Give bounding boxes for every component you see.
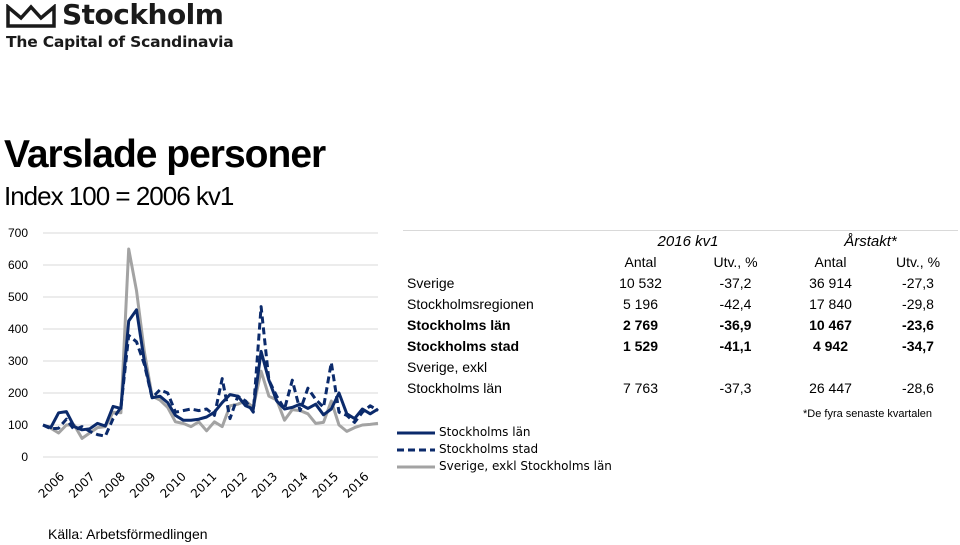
cell xyxy=(878,357,958,378)
legend-swatch-solid-gray xyxy=(397,465,435,469)
y-tick-label: 100 xyxy=(8,418,28,432)
cell: -34,7 xyxy=(902,338,934,354)
source-note: Källa: Arbetsförmedlingen xyxy=(48,526,208,542)
chart-legend: Stockholms län Stockholms stad Sverige, … xyxy=(397,425,617,476)
y-axis-ticks: 0 100 200 300 400 500 600 700 xyxy=(8,226,28,464)
row-label: Stockholms län xyxy=(407,317,511,333)
row-label: Sverige, exkl xyxy=(407,359,488,375)
cell: -27,3 xyxy=(902,275,934,291)
crown-icon xyxy=(6,4,56,28)
cell: -29,8 xyxy=(902,296,934,312)
x-tick-label: 2016 xyxy=(340,469,371,500)
x-tick-label: 2006 xyxy=(36,469,67,500)
cell: 10 467 xyxy=(809,317,852,333)
row-label: Stockholms län xyxy=(407,380,502,396)
cell: 36 914 xyxy=(809,275,852,291)
stockholm-logo: Stockholm The Capital of Scandinavia xyxy=(6,0,236,54)
x-axis-ticks: 2006200720082009201020112012201320142015… xyxy=(36,469,372,500)
x-tick-label: 2009 xyxy=(127,469,158,500)
y-tick-label: 200 xyxy=(8,386,28,400)
cell: 26 447 xyxy=(809,380,852,396)
y-tick-label: 600 xyxy=(8,258,28,272)
stats-table: 2016 kv1 Årstakt* Antal Utv., % Antal Ut… xyxy=(403,230,958,399)
series-line-2 xyxy=(42,247,379,440)
legend-item-stockholms-stad: Stockholms stad xyxy=(397,442,617,459)
table-row: Stockholms län 2 769 -36,9 10 467 -23,6 xyxy=(403,315,958,336)
column-header: Utv., % xyxy=(713,254,758,270)
cell: -41,1 xyxy=(719,338,752,354)
y-tick-label: 700 xyxy=(8,226,28,240)
period-header: 2016 kv1 xyxy=(593,230,783,252)
row-label: Stockholmsregionen xyxy=(407,296,534,312)
legend-label: Sverige, exkl Stockholms län xyxy=(439,459,612,473)
logo-wordmark: Stockholm xyxy=(62,0,224,31)
legend-label: Stockholms län xyxy=(439,425,531,439)
row-label: Stockholms stad xyxy=(407,338,520,354)
series-line-1 xyxy=(42,305,379,438)
table-row: Stockholmsregionen 5 196 -42,4 17 840 -2… xyxy=(403,294,958,315)
x-tick-label: 2013 xyxy=(249,469,280,500)
cell: -36,9 xyxy=(719,317,752,333)
x-tick-label: 2015 xyxy=(310,469,341,500)
x-tick-label: 2012 xyxy=(218,469,249,500)
legend-item-sverige-exkl: Sverige, exkl Stockholms län xyxy=(397,459,617,476)
column-header: Antal xyxy=(624,254,657,270)
x-tick-label: 2007 xyxy=(66,469,97,500)
cell: 4 942 xyxy=(812,338,849,354)
x-tick-label: 2014 xyxy=(279,469,310,500)
cell: -42,4 xyxy=(719,296,752,312)
page-subtitle: Index 100 = 2006 kv1 xyxy=(4,181,234,211)
y-tick-label: 0 xyxy=(21,450,28,464)
cell: -37,3 xyxy=(719,380,752,396)
cell: 5 196 xyxy=(622,296,659,312)
x-tick-label: 2011 xyxy=(188,469,219,500)
table-row: Stockholms stad 1 529 -41,1 4 942 -34,7 xyxy=(403,336,958,357)
cell xyxy=(783,357,878,378)
cell: 2 769 xyxy=(622,317,659,333)
row-label: Sverige xyxy=(407,275,455,291)
series-lines xyxy=(42,247,379,440)
legend-swatch-solid-dark xyxy=(397,431,435,435)
cell: 7 763 xyxy=(622,380,659,396)
table-period-row: 2016 kv1 Årstakt* xyxy=(403,230,958,252)
table-column-row: Antal Utv., % Antal Utv., % xyxy=(403,252,958,273)
cell: -23,6 xyxy=(902,317,934,333)
cell: 10 532 xyxy=(619,275,662,291)
cell: 1 529 xyxy=(622,338,659,354)
period-header: Årstakt* xyxy=(783,230,958,252)
table-footnote: *De fyra senaste kvartalen xyxy=(803,408,933,420)
cell: -28,6 xyxy=(902,380,934,396)
legend-item-stockholms-lan: Stockholms län xyxy=(397,425,617,442)
grid-lines xyxy=(43,232,378,458)
page-title: Varslade personer xyxy=(4,133,326,176)
cell xyxy=(688,357,783,378)
y-tick-label: 500 xyxy=(8,290,28,304)
legend-swatch-dashed-dark xyxy=(397,448,435,452)
x-tick-label: 2010 xyxy=(157,469,188,500)
y-tick-label: 300 xyxy=(8,354,28,368)
table-row: Sverige, exkl xyxy=(403,357,958,378)
cell xyxy=(593,357,688,378)
y-tick-label: 400 xyxy=(8,322,28,336)
column-header: Utv., % xyxy=(895,254,941,270)
column-header: Antal xyxy=(814,254,847,270)
logo-tagline: The Capital of Scandinavia xyxy=(6,33,234,51)
cell: -37,2 xyxy=(719,275,752,291)
table-row: Stockholms län 7 763 -37,3 26 447 -28,6 xyxy=(403,378,958,399)
series-line-0 xyxy=(42,308,379,432)
table-row: Sverige 10 532 -37,2 36 914 -27,3 xyxy=(403,273,958,294)
legend-label: Stockholms stad xyxy=(439,442,539,456)
cell: 17 840 xyxy=(809,296,852,312)
x-tick-label: 2008 xyxy=(97,469,128,500)
